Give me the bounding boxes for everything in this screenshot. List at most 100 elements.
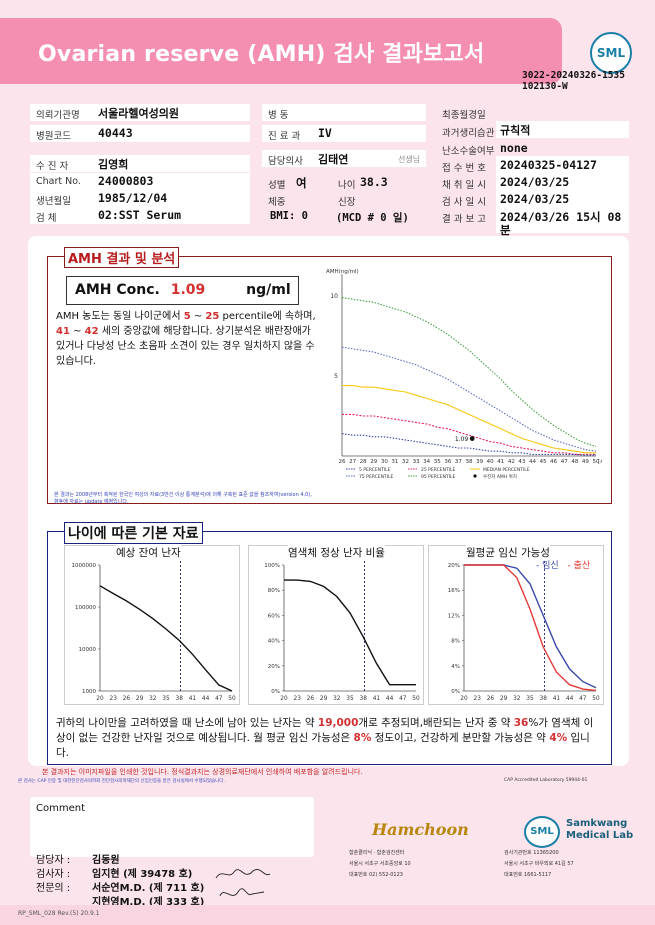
bmi-text: BMI: 0: [270, 210, 308, 222]
y-tick-label: 0%: [271, 689, 280, 695]
test-date-value: 2024/03/25: [500, 192, 570, 206]
signer-label: 담당자 :: [36, 855, 71, 866]
legend-birth: 출산: [573, 561, 591, 571]
amh-text-b: ~: [190, 311, 206, 322]
receipt-no-value: 20240325-04127: [500, 158, 597, 172]
series-line: [464, 564, 597, 692]
x-tick-label: 33: [413, 459, 420, 465]
signer-row: 전문의 : 서순연M.D. (제 711 호): [36, 880, 204, 894]
client-label: 의뢰기관명: [36, 110, 80, 121]
y-tick-label: 1000000: [72, 563, 97, 569]
x-tick-label: 41: [189, 696, 197, 702]
lmp-label: 최종월경일: [442, 110, 486, 121]
age-low: 41: [56, 326, 70, 337]
receipt-no-label: 접 수 번 호: [442, 163, 487, 174]
x-tick-label: 32: [513, 696, 521, 702]
x-tick-label: 23: [474, 696, 482, 702]
x-tick-label: 44: [566, 696, 574, 702]
document-number: 3022-20240326-1535 102130-W: [522, 70, 652, 92]
amh-footnote-2: 향후에 자료는 update 예정입니다.: [54, 499, 129, 505]
pregnancy-chart-frame: [428, 545, 604, 705]
y-tick-label: 1000: [82, 689, 96, 695]
pct-low: 5: [183, 311, 191, 322]
ovary-surgery-value: none: [500, 141, 528, 155]
field-bg: [496, 207, 629, 233]
sml-line: 서울시 서초구 바우뫼로 41길 57: [504, 861, 574, 867]
y-tick-label: 8%: [451, 639, 460, 645]
summary-pct: 36: [513, 717, 529, 729]
x-tick-label: 20: [96, 696, 104, 702]
document-number-line1: 3022-20240326-1535: [522, 70, 625, 81]
x-tick-label: 45: [540, 459, 547, 465]
series-line: [342, 385, 596, 454]
y-tick-label: 0%: [451, 689, 460, 695]
y-tick-label: 10: [330, 293, 338, 300]
sml-footer-name: Samkwang Medical Lab: [566, 818, 633, 842]
x-tick-label: 39: [476, 459, 483, 465]
summary-eggs: 19,000: [317, 717, 359, 729]
field-bg: [496, 156, 629, 173]
normal-eggs-chart: 100% 80% 60% 40% 20% 0%20 23 26 29 32 35 38 41 44 47 50: [264, 561, 420, 702]
birthdate-value: 1985/12/04: [98, 191, 168, 205]
chart-no-value: 24000803: [98, 174, 154, 188]
legend-swatch: [473, 474, 477, 478]
signers-list: 담당자 : 김동원 검사자 : 임지현 (제 39478 호) 전문의 : 서순연M.…: [36, 852, 204, 908]
doctor-suffix: 선생님: [398, 155, 421, 164]
summary-b: 개로 추정되며,배란되는 난자 중 약: [358, 717, 514, 729]
x-tick-label: 47: [561, 459, 568, 465]
field-bg: [496, 190, 629, 207]
report-title: Ovarian reserve (AMH) 검사 결과보고서: [38, 42, 485, 67]
hamchoon-line: 서울시 서초구 서초중앙로 10: [349, 861, 411, 867]
x-tick-label: 34: [423, 459, 430, 465]
sml-info: 검사기관번호 11365200 서울시 서초구 바우뫼로 41길 57 대표번호…: [504, 848, 574, 881]
pregnancy-chart-title: 월평균 임신 가능성: [466, 545, 550, 560]
x-tick-label: 35: [346, 696, 354, 702]
y-tick-label: 20%: [448, 563, 460, 569]
x-tick-label: 50: [593, 459, 600, 465]
weight-label: 체중: [268, 197, 286, 208]
test-date-label: 검 사 일 시: [442, 197, 487, 208]
x-tick-label: 26: [339, 459, 346, 465]
summary-d: 정도이고, 건강하게 분만할 가능성은 약: [371, 732, 550, 744]
height-label: 신장: [338, 197, 356, 208]
x-tick-label: 32: [149, 696, 157, 702]
age-label: 나이: [338, 180, 356, 191]
sml-line: 검사기관번호 11365200: [504, 850, 559, 856]
signer-label: 전문의 :: [36, 883, 71, 894]
x-tick-label: 26: [487, 696, 495, 702]
patient-label: 수 진 자: [36, 161, 69, 172]
mcd-text: (MCD # 0 일): [336, 212, 409, 224]
y-tick-label: 20%: [268, 664, 280, 670]
x-tick-label: 40: [487, 459, 494, 465]
report-date-value-cont: 분: [500, 223, 511, 237]
legend-label: 25 PERCENTILE: [421, 467, 456, 473]
x-tick-label: 38: [466, 459, 473, 465]
collection-date-value: 2024/03/25: [500, 175, 570, 189]
x-tick-label: 44: [202, 696, 210, 702]
ward-label: 병 동: [268, 110, 289, 121]
sml-line: 대표번호 1661-5117: [504, 872, 552, 878]
amh-footnote-1: 본 결과는 2008년부터 축적된 한국인 여성의 자료(3만건 이상 통계분석…: [54, 492, 312, 498]
legend-label: 수진자 AMH 위치: [483, 473, 517, 480]
sml-name-2: Medical Lab: [566, 830, 634, 841]
chart-no-label: Chart No.: [36, 176, 81, 187]
patient-marker-label: 1.09: [455, 436, 469, 443]
y-axis-label: AMH(ng/ml): [326, 269, 359, 275]
amh-section-title: AMH 결과 및 분석: [64, 247, 180, 268]
series-line: [99, 585, 233, 692]
y-tick-label: 60%: [268, 613, 280, 619]
signer-row: 담당자 : 김동원: [36, 852, 204, 866]
field-bg: [30, 190, 250, 207]
sex-value: 여: [296, 176, 307, 190]
pct-high: 25: [205, 311, 220, 322]
y-tick-label: 4%: [451, 664, 460, 670]
cap-notice: 본 검사는 CAP 인증 및 대한진단검사의학회 진단검사의학재단의 신임인증을…: [18, 779, 225, 784]
comment-box: Comment: [30, 797, 314, 857]
summary-c: %가 염색체 이상이 없는 건강한 난자일 것으로 예상됩니다. 월 평균 임신…: [56, 717, 594, 744]
print-notice: 본 결과지는 이미지파일을 인쇄한 것입니다. 정식결과지는 상경의료재단에서 …: [42, 768, 363, 776]
legend-label: 95 PERCENTILE: [421, 474, 456, 480]
hamchoon-line: 함춘클리닉 · 함춘검진센터: [349, 850, 405, 856]
amh-analysis-text: AMH 농도는 동일 나이군에서 5 ~ 25 percentile에 속하며,…: [56, 309, 318, 369]
series-line: [341, 346, 597, 452]
